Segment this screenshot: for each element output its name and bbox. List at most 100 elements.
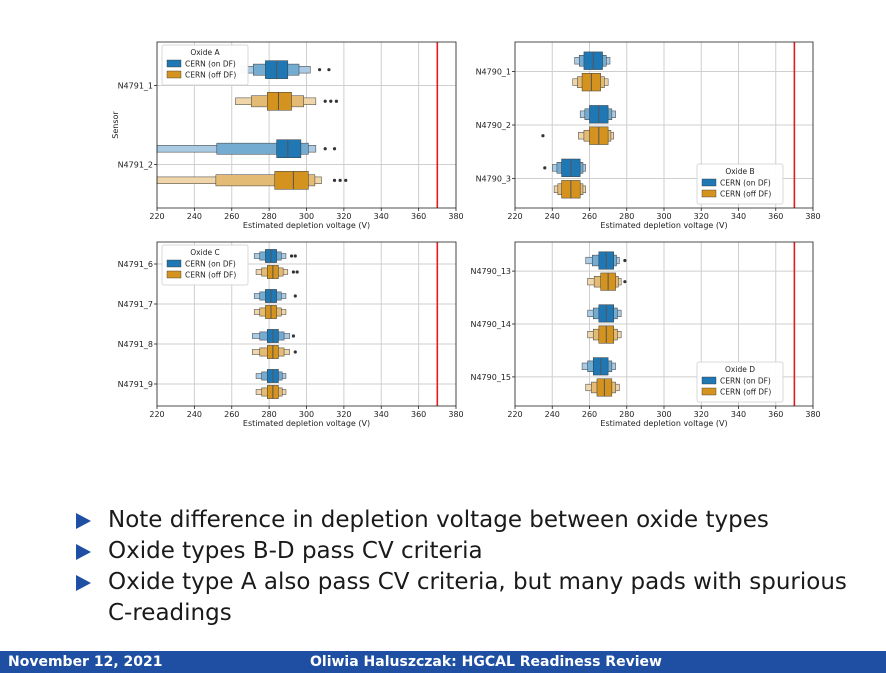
y-tick-label: N4790_1	[476, 67, 511, 76]
outlier-point	[338, 178, 342, 182]
legend-swatch	[701, 178, 717, 187]
legend-title: Oxide C	[190, 248, 219, 257]
footer-date: November 12, 2021	[8, 654, 163, 670]
triangle-bullet-icon	[76, 544, 91, 560]
y-tick-label: N4790_3	[476, 175, 511, 184]
x-tick-label: 220	[507, 410, 522, 419]
x-tick-label: 300	[656, 410, 671, 419]
x-tick-label: 380	[448, 410, 463, 419]
legend-box	[161, 44, 249, 86]
x-tick-label: 340	[374, 212, 389, 221]
outlier-point	[323, 147, 327, 151]
x-tick-label: 240	[187, 212, 202, 221]
plots-canvas: 220 240 260 280 300 320 340 360 380 Estimated dep…	[111, 41, 821, 428]
x-tick-label: 280	[261, 410, 276, 419]
outlier-point	[329, 99, 333, 103]
x-tick-label: 240	[545, 410, 560, 419]
legend-entry-label: CERN (off DF)	[720, 388, 771, 397]
y-tick-label: N4790_13	[470, 267, 511, 276]
legend-title: Oxide D	[725, 365, 755, 374]
x-tick-label: 280	[261, 212, 276, 221]
outlier-point	[623, 258, 627, 263]
x-tick-label: 220	[149, 410, 164, 419]
outlier-point	[334, 99, 338, 103]
x-tick-label: 220	[149, 212, 164, 221]
y-tick-label: N4791_2	[118, 161, 153, 170]
x-tick-label: 380	[805, 410, 820, 419]
bullet-item: Oxide type A also pass CV criteria, but …	[76, 567, 876, 629]
y-tick-label: N4791_7	[118, 300, 153, 309]
bullet-text: Note difference in depletion voltage bet…	[108, 507, 769, 533]
legend-title: Oxide B	[725, 167, 754, 176]
outlier-point	[293, 254, 297, 258]
legend-swatch	[701, 376, 717, 385]
chart-panel-2: 220 240 260 280 300 320 340 360 380 Estimated dep…	[476, 41, 821, 230]
chart-panel-3: 220 240 260 280 300 320 340 360 380 Estimated dep…	[118, 241, 464, 428]
legend-entry-label: CERN (off DF)	[185, 271, 236, 280]
legend-entry-label: CERN (on DF)	[720, 377, 771, 386]
x-tick-label: 220	[507, 212, 522, 221]
boxen-box	[215, 174, 316, 187]
footer-title: Oliwia Haluszczak: HGCAL Readiness Revie…	[310, 654, 662, 670]
y-tick-label: N4791_6	[118, 260, 153, 269]
legend-box	[696, 163, 784, 205]
y-tick-label: N4790_15	[470, 373, 511, 382]
chart-panel-1: 220 240 260 280 300 320 340 360 380 Estimated dep…	[111, 41, 464, 230]
x-tick-label: 340	[374, 410, 389, 419]
x-axis-label: Estimated depletion voltage (V)	[600, 221, 727, 230]
y-tick-label: N4791_9	[118, 380, 153, 389]
legend-swatch	[166, 59, 182, 68]
triangle-bullet-icon	[76, 575, 91, 591]
x-tick-label: 240	[187, 410, 202, 419]
legend-box	[161, 244, 249, 286]
bullet-list: Note difference in depletion voltage bet…	[76, 505, 876, 629]
outlier-point	[332, 147, 337, 151]
x-tick-label: 340	[731, 212, 746, 221]
outlier-point	[543, 166, 547, 170]
legend-box	[696, 361, 784, 403]
bullet-item: Oxide types B-D pass CV criteria	[76, 536, 876, 567]
x-tick-label: 260	[224, 212, 239, 221]
x-tick-label: 280	[619, 410, 634, 419]
bullet-text: Oxide types B-D pass CV criteria	[108, 538, 483, 564]
legend: Oxide A CERN (on DF) CERN (off DF)	[161, 44, 249, 86]
x-tick-label: 280	[619, 212, 634, 221]
bullet-text: Oxide type A also pass CV criteria, but …	[108, 569, 847, 626]
outlier-point	[295, 270, 299, 274]
x-tick-label: 260	[582, 212, 597, 221]
x-tick-label: 360	[768, 212, 783, 221]
bullet-item: Note difference in depletion voltage bet…	[76, 505, 876, 536]
outlier-point	[293, 350, 297, 354]
outlier-point	[332, 178, 337, 182]
legend-swatch	[701, 387, 717, 396]
legend-entry-label: CERN (on DF)	[185, 60, 236, 69]
x-tick-label: 360	[768, 410, 783, 419]
x-axis-label: Estimated depletion voltage (V)	[600, 419, 727, 428]
y-tick-label: N4790_14	[470, 320, 511, 329]
legend: Oxide C CERN (on DF) CERN (off DF)	[161, 244, 249, 286]
x-tick-label: 320	[336, 212, 351, 221]
outlier-point	[291, 270, 296, 274]
legend-swatch	[166, 259, 182, 268]
legend-entry-label: CERN (off DF)	[720, 190, 771, 199]
y-axis-label: Sensor	[111, 111, 120, 139]
x-tick-label: 380	[448, 212, 463, 221]
triangle-bullet-icon	[76, 513, 91, 529]
outlier-point	[317, 68, 322, 72]
legend: Oxide B CERN (on DF) CERN (off DF)	[696, 163, 784, 205]
x-tick-label: 320	[694, 410, 709, 419]
outlier-point	[323, 99, 327, 103]
chart-panel-4: 220 240 260 280 300 320 340 360 380 Estimated dep…	[470, 241, 821, 428]
outlier-point	[293, 294, 297, 298]
x-tick-label: 240	[545, 212, 560, 221]
footer-bar: November 12, 2021 Oliwia Haluszczak: HGC…	[0, 651, 886, 673]
x-tick-label: 360	[411, 212, 426, 221]
x-tick-label: 340	[731, 410, 746, 419]
x-tick-label: 300	[299, 410, 314, 419]
legend-swatch	[166, 70, 182, 79]
x-tick-label: 320	[336, 410, 351, 419]
boxen-box	[274, 171, 309, 190]
outlier-point	[623, 280, 627, 284]
x-axis-label: Estimated depletion voltage (V)	[243, 419, 370, 428]
outlier-point	[344, 178, 348, 182]
